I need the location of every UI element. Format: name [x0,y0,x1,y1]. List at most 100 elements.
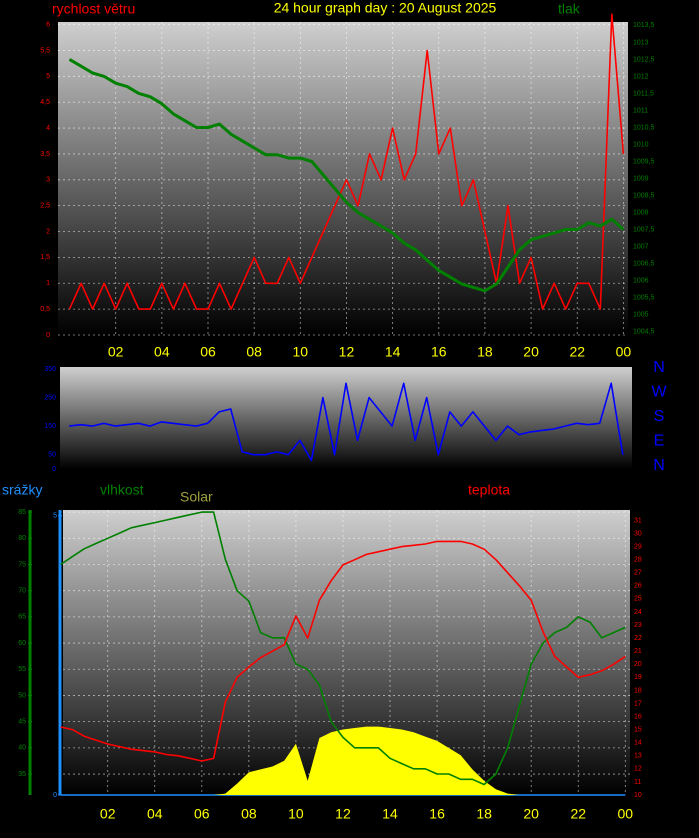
y-tick-label: 24 [634,609,642,616]
y-tick-label: 1013,5 [633,22,655,29]
y-tick-label: 12 [634,766,642,773]
axis-label: Solar [180,489,213,505]
line [68,58,625,293]
annotation: S [654,408,665,425]
x-tick-label: 00 [616,344,632,360]
y-tick-label: 40 [18,745,26,752]
x-tick-label: 16 [431,344,447,360]
y-tick-label: 18 [634,687,642,694]
x-tick-label: 08 [241,806,257,822]
y-tick-label: 50 [48,452,56,459]
y-tick-label: 14 [634,740,642,747]
y-tick-label: 150 [44,423,56,430]
y-tick-label: 23 [634,622,642,629]
x-tick-label: 22 [570,806,586,822]
y-tick-label: 10 [634,792,642,799]
y-tick-label: 31 [634,517,642,524]
y-tick-label: 1010,5 [633,124,655,131]
axis-label: teplota [468,482,510,498]
line [68,13,625,310]
y-tick-label: 22 [634,635,642,642]
y-tick-label: 1008,5 [633,192,655,199]
x-tick-label: 18 [476,806,492,822]
y-tick-label: 27 [634,570,642,577]
x-tick-label: 12 [339,344,355,360]
y-tick-label: 2 [46,228,50,235]
x-tick-label: 08 [246,344,262,360]
y-tick-label: 5 [46,73,50,80]
y-tick-label: 55 [18,666,26,673]
y-tick-label: 16 [634,713,642,720]
y-tick-label: 80 [18,535,26,542]
y-tick-label: 70 [18,588,26,595]
x-tick-label: 12 [335,806,351,822]
line [60,540,626,762]
x-tick-label: 20 [523,344,539,360]
area [60,726,626,795]
x-tick-label: 22 [569,344,585,360]
y-tick-label: 4 [46,125,50,132]
line [60,511,626,786]
y-tick-label: 1004,5 [633,328,655,335]
axis-label: rychlost větru [52,1,135,17]
y-tick-label: 19 [634,674,642,681]
x-tick-label: 16 [429,806,445,822]
y-tick-label: 25 [634,596,642,603]
y-tick-label: 5 [53,512,57,519]
x-tick-label: 06 [200,344,216,360]
y-tick-label: 28 [634,557,642,564]
y-tick-label: 35 [18,771,26,778]
y-tick-label: 1009,5 [633,158,655,165]
y-tick-label: 1006 [633,277,649,284]
y-tick-label: 5,5 [40,47,50,54]
y-tick-label: 21 [634,648,642,655]
y-tick-label: 1008 [633,209,649,216]
x-tick-label: 18 [477,344,493,360]
y-tick-label: 29 [634,543,642,550]
plot-area [60,367,632,469]
line [69,382,624,462]
y-tick-label: 30 [634,530,642,537]
y-tick-label: 45 [18,718,26,725]
y-tick-label: 1,5 [40,254,50,261]
y-tick-label: 1009 [633,175,649,182]
y-tick-label: 60 [18,640,26,647]
y-tick-label: 0 [52,466,56,473]
y-tick-label: 65 [18,614,26,621]
y-tick-label: 1012,5 [633,56,655,63]
x-tick-label: 10 [293,344,309,360]
x-tick-label: 02 [108,344,124,360]
annotation: W [651,384,667,401]
y-tick-label: 26 [634,583,642,590]
y-tick-label: 1011 [633,107,648,114]
annotation: N [653,457,665,474]
y-tick-label: 350 [44,366,56,373]
y-tick-label: 1007 [633,243,649,250]
x-tick-label: 20 [523,806,539,822]
y-tick-label: 50 [18,692,26,699]
x-tick-label: 04 [147,806,163,822]
y-tick-label: 1007,5 [633,226,655,233]
annotation: E [654,433,665,450]
y-tick-label: 13 [634,753,642,760]
y-tick-label: 20 [634,661,642,668]
x-tick-label: 02 [100,806,116,822]
y-tick-label: 4,5 [40,99,50,106]
y-tick-label: 3 [46,177,50,184]
annotation: N [653,359,665,376]
x-tick-label: 14 [382,806,398,822]
y-tick-label: 2,5 [40,203,50,210]
plot-area [58,22,628,335]
x-tick-label: 04 [154,344,170,360]
y-tick-label: 11 [634,779,641,786]
y-tick-label: 0,5 [40,306,50,313]
y-tick-label: 1005,5 [633,294,655,301]
axis-label: srážky [2,482,42,498]
y-tick-label: 3,5 [40,151,50,158]
y-tick-label: 1 [46,280,50,287]
y-tick-label: 17 [634,700,642,707]
y-tick-label: 6 [46,21,50,28]
y-tick-label: 1011,5 [633,90,654,97]
y-tick-label: 250 [44,394,56,401]
